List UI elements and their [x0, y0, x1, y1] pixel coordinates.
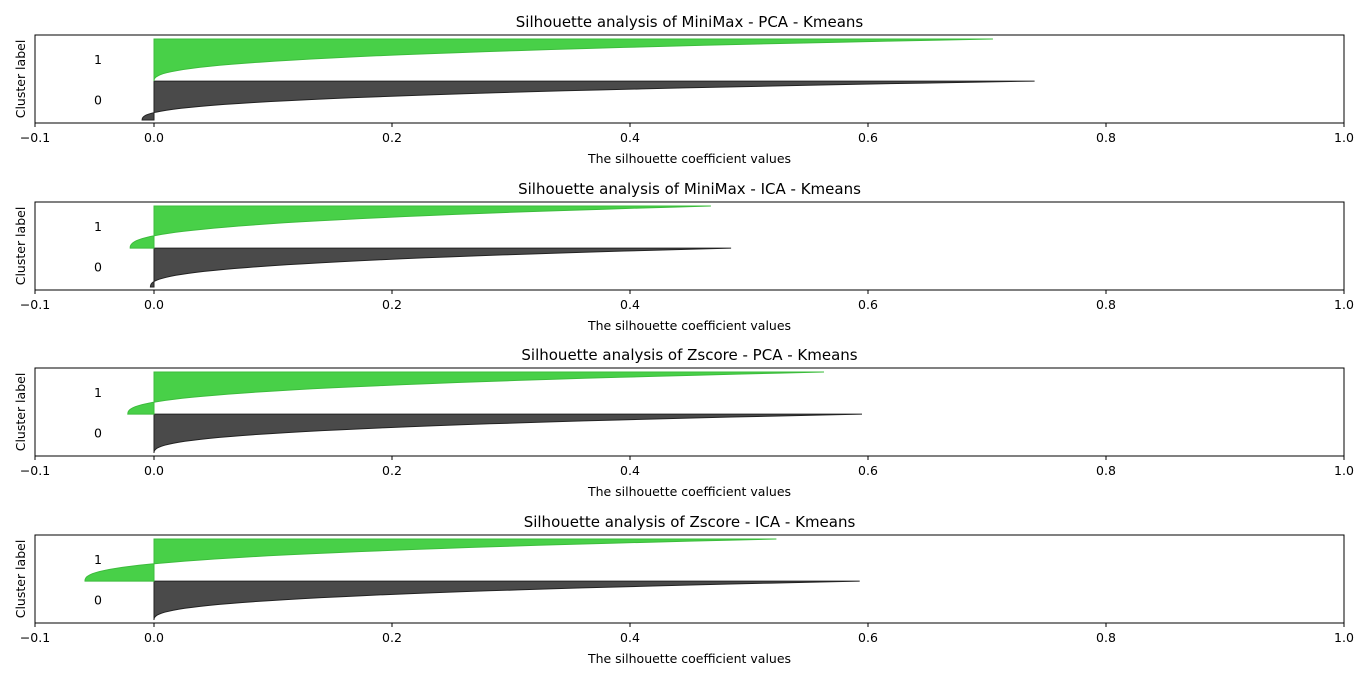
cluster-label-1: 1 — [94, 552, 102, 567]
silhouette-cluster-1 — [129, 205, 711, 249]
subplot-2: Silhouette analysis of MiniMax - ICA - K… — [13, 180, 1354, 333]
x-tick-label: 0.4 — [620, 130, 640, 145]
x-tick-label: 0.8 — [1096, 463, 1116, 478]
x-axis-label: The silhouette coefficient values — [587, 318, 791, 333]
x-tick-label: 0.8 — [1096, 297, 1116, 312]
subplot-3: Silhouette analysis of Zscore - PCA - Km… — [13, 346, 1354, 499]
axes-frame — [34, 201, 1345, 291]
x-tick-label: −0.1 — [20, 630, 50, 645]
x-tick-label: −0.1 — [20, 297, 50, 312]
y-axis-label: Cluster label — [13, 207, 28, 286]
x-axis-label: The silhouette coefficient values — [587, 151, 791, 166]
x-tick-label: 0.8 — [1096, 130, 1116, 145]
x-axis-label: The silhouette coefficient values — [587, 484, 791, 499]
subplot-title: Silhouette analysis of Zscore - PCA - Km… — [521, 346, 857, 364]
x-tick-label: 0.4 — [620, 630, 640, 645]
x-tick-label: 0.6 — [858, 463, 878, 478]
x-tick-label: 0.6 — [858, 297, 878, 312]
x-tick-label: 0.0 — [144, 630, 164, 645]
x-tick-label: 1.0 — [1334, 463, 1354, 478]
x-tick-label: 0.6 — [858, 130, 878, 145]
x-tick-label: 0.2 — [382, 297, 402, 312]
x-tick-label: 0.4 — [620, 297, 640, 312]
cluster-label-1: 1 — [94, 385, 102, 400]
x-tick-label: 0.8 — [1096, 630, 1116, 645]
silhouette-cluster-1 — [153, 38, 993, 82]
cluster-label-1: 1 — [94, 219, 102, 234]
silhouette-cluster-0 — [153, 413, 863, 453]
x-tick-label: 0.2 — [382, 463, 402, 478]
cluster-label-0: 0 — [94, 426, 102, 441]
axes-frame — [34, 367, 1345, 457]
cluster-label-0: 0 — [94, 593, 102, 608]
silhouette-cluster-0 — [149, 247, 732, 288]
axes-frame — [34, 534, 1345, 624]
subplot-title: Silhouette analysis of MiniMax - ICA - K… — [518, 180, 861, 198]
x-tick-label: 0.4 — [620, 463, 640, 478]
x-tick-label: 0.0 — [144, 297, 164, 312]
silhouette-cluster-0 — [141, 80, 1035, 121]
cluster-label-0: 0 — [94, 260, 102, 275]
silhouette-cluster-1 — [84, 538, 777, 582]
subplot-title: Silhouette analysis of Zscore - ICA - Km… — [524, 513, 856, 531]
x-tick-label: 1.0 — [1334, 130, 1354, 145]
subplot-1: Silhouette analysis of MiniMax - PCA - K… — [13, 13, 1354, 166]
x-axis-label: The silhouette coefficient values — [587, 651, 791, 666]
subplot-title: Silhouette analysis of MiniMax - PCA - K… — [516, 13, 864, 31]
y-axis-label: Cluster label — [13, 540, 28, 619]
x-tick-label: 1.0 — [1334, 297, 1354, 312]
x-tick-label: −0.1 — [20, 130, 50, 145]
y-axis-label: Cluster label — [13, 373, 28, 452]
silhouette-cluster-1 — [127, 371, 825, 415]
x-tick-label: 0.2 — [382, 630, 402, 645]
x-tick-label: 1.0 — [1334, 630, 1354, 645]
cluster-label-1: 1 — [94, 52, 102, 67]
x-tick-label: 0.6 — [858, 630, 878, 645]
x-tick-label: 0.0 — [144, 463, 164, 478]
y-axis-label: Cluster label — [13, 40, 28, 119]
x-tick-label: −0.1 — [20, 463, 50, 478]
silhouette-cluster-0 — [153, 580, 860, 620]
x-tick-label: 0.2 — [382, 130, 402, 145]
cluster-label-0: 0 — [94, 93, 102, 108]
x-tick-label: 0.0 — [144, 130, 164, 145]
axes-frame — [34, 34, 1345, 124]
subplot-4: Silhouette analysis of Zscore - ICA - Km… — [13, 513, 1354, 666]
